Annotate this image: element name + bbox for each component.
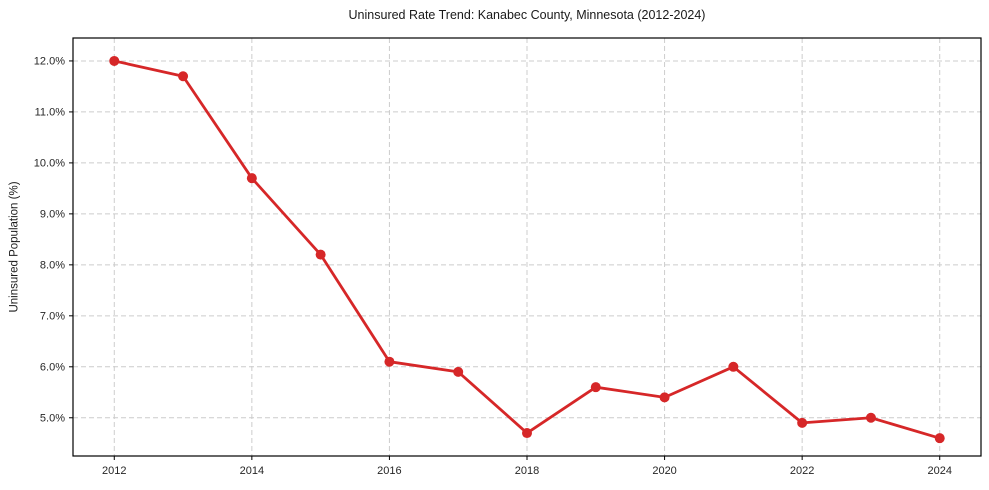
data-point-marker <box>728 361 739 372</box>
x-tick-label: 2012 <box>102 465 126 477</box>
y-tick-label: 7.0% <box>40 310 65 322</box>
chart-title: Uninsured Rate Trend: Kanabec County, Mi… <box>348 8 706 22</box>
data-point-marker <box>590 382 601 393</box>
data-point-marker <box>453 366 464 377</box>
data-point-marker <box>178 71 189 82</box>
y-tick-label: 6.0% <box>40 361 65 373</box>
x-tick-label: 2016 <box>377 465 401 477</box>
data-point-marker <box>384 356 395 367</box>
y-tick-label: 9.0% <box>40 208 65 220</box>
data-point-marker <box>934 433 945 444</box>
x-tick-label: 2024 <box>927 465 951 477</box>
data-point-marker <box>659 392 670 403</box>
data-point-marker <box>315 249 326 260</box>
data-point-marker <box>797 417 808 428</box>
y-tick-label: 11.0% <box>35 106 66 118</box>
x-tick-label: 2022 <box>790 465 814 477</box>
x-tick-label: 2020 <box>652 465 676 477</box>
data-point-marker <box>522 428 532 439</box>
y-tick-label: 5.0% <box>40 412 65 424</box>
data-point-marker <box>246 173 257 184</box>
y-tick-label: 12.0% <box>34 55 65 67</box>
y-tick-label: 8.0% <box>40 259 65 271</box>
x-tick-label: 2018 <box>515 465 539 477</box>
y-tick-label: 10.0% <box>34 157 65 169</box>
data-point-marker <box>865 412 876 423</box>
data-point-marker <box>109 55 120 66</box>
x-tick-label: 2014 <box>240 465 264 477</box>
